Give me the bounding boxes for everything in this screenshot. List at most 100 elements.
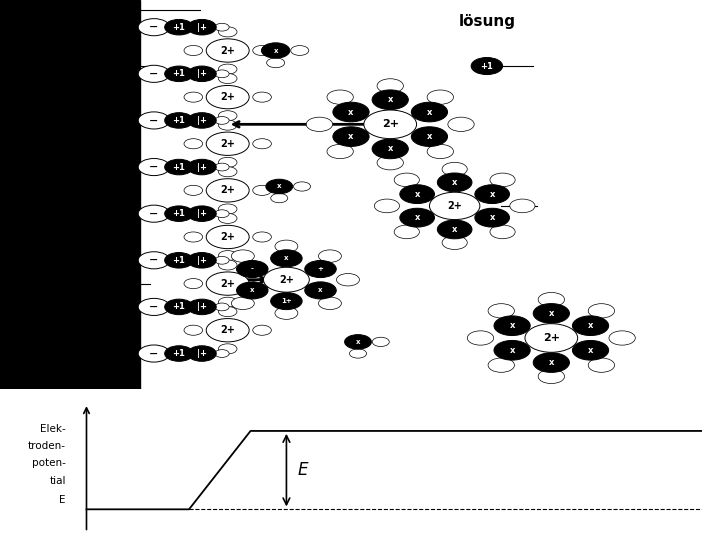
- Circle shape: [215, 70, 229, 78]
- Circle shape: [184, 139, 203, 149]
- Circle shape: [411, 102, 448, 122]
- Text: x: x: [490, 213, 495, 222]
- Circle shape: [266, 179, 293, 194]
- Circle shape: [305, 282, 337, 299]
- Circle shape: [271, 194, 288, 203]
- Circle shape: [231, 250, 254, 263]
- Text: +1: +1: [173, 23, 185, 32]
- Circle shape: [327, 144, 353, 159]
- Text: x: x: [588, 321, 594, 330]
- Circle shape: [188, 159, 216, 175]
- Text: x: x: [277, 184, 281, 189]
- Circle shape: [218, 27, 237, 37]
- Circle shape: [184, 279, 203, 289]
- Circle shape: [494, 340, 531, 360]
- Text: x: x: [427, 108, 432, 117]
- Text: +1: +1: [173, 349, 185, 358]
- Circle shape: [263, 268, 309, 292]
- Circle shape: [253, 92, 271, 102]
- Circle shape: [319, 250, 342, 263]
- Text: x: x: [415, 213, 420, 222]
- Text: |+: |+: [197, 209, 207, 218]
- Text: x: x: [452, 225, 458, 234]
- Circle shape: [253, 185, 271, 195]
- Text: −: −: [149, 69, 159, 79]
- Circle shape: [218, 213, 237, 223]
- Circle shape: [188, 299, 216, 315]
- Text: x: x: [387, 144, 393, 153]
- Text: −: −: [149, 209, 159, 219]
- Circle shape: [427, 144, 453, 159]
- Circle shape: [218, 344, 237, 354]
- Circle shape: [475, 208, 510, 227]
- Circle shape: [215, 23, 229, 31]
- Circle shape: [533, 353, 569, 372]
- Circle shape: [437, 173, 472, 192]
- Text: x: x: [490, 190, 495, 199]
- Circle shape: [165, 299, 193, 315]
- Circle shape: [471, 58, 503, 74]
- Text: troden-: troden-: [28, 441, 66, 451]
- Circle shape: [305, 260, 337, 278]
- Circle shape: [377, 79, 403, 93]
- Circle shape: [377, 155, 403, 170]
- Circle shape: [306, 117, 333, 132]
- Circle shape: [215, 163, 229, 171]
- Circle shape: [490, 225, 515, 239]
- Circle shape: [266, 58, 285, 68]
- Circle shape: [165, 346, 193, 361]
- Text: x: x: [348, 108, 354, 117]
- Circle shape: [236, 260, 268, 278]
- Text: −: −: [149, 115, 159, 125]
- Circle shape: [184, 232, 203, 242]
- Bar: [0, 0, 140, 388]
- Circle shape: [188, 253, 216, 268]
- Text: Elek-: Elek-: [40, 423, 66, 433]
- Circle shape: [218, 260, 237, 270]
- Text: x: x: [387, 95, 393, 104]
- Text: x: x: [548, 358, 554, 367]
- Text: |+: |+: [197, 163, 207, 171]
- Circle shape: [400, 208, 435, 227]
- Circle shape: [236, 282, 268, 299]
- Circle shape: [138, 65, 170, 82]
- Text: x: x: [250, 287, 255, 294]
- Circle shape: [218, 120, 237, 130]
- Circle shape: [200, 210, 215, 218]
- Circle shape: [291, 46, 309, 56]
- Circle shape: [411, 127, 448, 147]
- Circle shape: [231, 297, 254, 310]
- Circle shape: [218, 111, 237, 121]
- Text: −: −: [149, 349, 159, 359]
- Text: +1: +1: [173, 302, 185, 311]
- Circle shape: [184, 92, 203, 102]
- Circle shape: [253, 279, 271, 289]
- Circle shape: [218, 73, 237, 83]
- Text: +: +: [318, 266, 324, 272]
- Text: |+: |+: [197, 302, 207, 311]
- Circle shape: [138, 345, 170, 362]
- Circle shape: [218, 166, 237, 176]
- Circle shape: [349, 349, 367, 358]
- Circle shape: [200, 256, 215, 264]
- Text: x: x: [509, 346, 515, 355]
- Circle shape: [165, 159, 193, 175]
- Text: x: x: [318, 287, 323, 294]
- Circle shape: [165, 113, 193, 128]
- Circle shape: [218, 158, 237, 168]
- Circle shape: [294, 182, 311, 191]
- Text: 1+: 1+: [281, 298, 292, 304]
- Circle shape: [319, 297, 342, 310]
- Text: x: x: [588, 346, 594, 355]
- Circle shape: [437, 220, 472, 239]
- Text: x: x: [427, 132, 432, 141]
- Circle shape: [253, 232, 271, 242]
- Text: x: x: [452, 178, 458, 187]
- Circle shape: [206, 319, 249, 342]
- Circle shape: [138, 252, 170, 269]
- Text: |+: |+: [197, 23, 207, 32]
- Circle shape: [206, 225, 249, 249]
- Circle shape: [206, 85, 249, 109]
- Text: lösung: lösung: [458, 14, 516, 29]
- Circle shape: [184, 46, 203, 56]
